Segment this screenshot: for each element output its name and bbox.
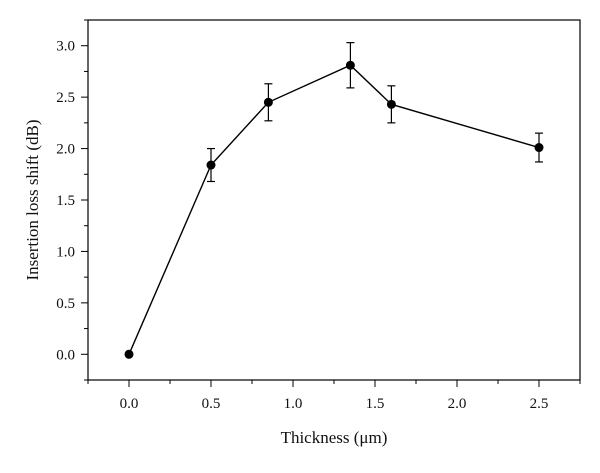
x-tick-label: 2.0 [448, 396, 467, 412]
data-point [534, 143, 544, 153]
y-tick-label: 2.5 [56, 90, 75, 106]
series-layer [124, 42, 544, 359]
y-tick-label: 2.0 [56, 142, 75, 158]
y-axis-title: Insertion loss shift (dB) [23, 119, 42, 280]
x-axis-title: Thickness (μm) [281, 428, 388, 447]
y-tick-label: 3.0 [56, 39, 75, 55]
y-tick-label: 0.5 [56, 296, 75, 312]
x-tick-label: 0.0 [120, 396, 139, 412]
y-tick-label: 0.0 [56, 347, 75, 363]
y-tick-label: 1.5 [56, 193, 75, 209]
y-tick-label: 1.0 [56, 244, 75, 260]
x-tick-label: 1.5 [366, 396, 385, 412]
x-tick-label: 0.5 [202, 396, 221, 412]
data-point [263, 97, 273, 107]
data-point [345, 60, 355, 70]
x-tick-label: 2.5 [530, 396, 549, 412]
plot-area-border [87, 19, 581, 381]
data-point [124, 349, 134, 359]
x-axis-ticks: 0.0 0.5 1.0 1.5 2.0 2.5 [87, 380, 581, 412]
x-tick-label: 1.0 [284, 396, 303, 412]
plot-frame [87, 19, 581, 381]
data-point [386, 99, 396, 109]
y-axis-ticks: 0.0 0.5 1.0 1.5 2.0 2.5 3.0 [56, 19, 88, 381]
data-point [206, 160, 216, 170]
series-line [128, 64, 540, 355]
